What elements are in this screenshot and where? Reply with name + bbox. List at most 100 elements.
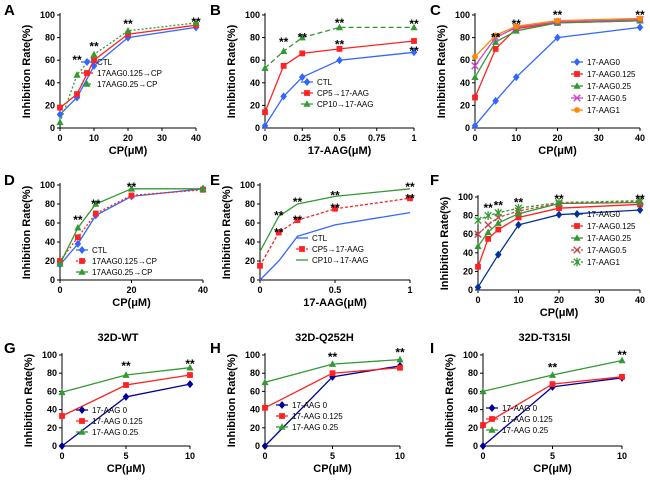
panel-i-series-2 [479, 356, 626, 395]
panel-h-series-2-point [261, 378, 269, 386]
panel-e-significance-mark: ** [293, 195, 303, 209]
panel-e-x-tick-label: 1 [407, 285, 412, 295]
panel-e-y-tick-label: 20 [245, 256, 255, 266]
panel-g-series-1-point [123, 382, 129, 388]
panel-d-y-tick-label: 40 [45, 237, 55, 247]
panel-c-significance-mark: ** [635, 8, 645, 22]
panel-c-x-tick-label: 0 [472, 133, 477, 143]
panel-h-series-1-point [262, 404, 268, 411]
panel-f-series-0-point [474, 283, 482, 292]
panel-e-legend: CTL CP5→17-AAG CP10→17-AAG [296, 234, 368, 265]
panel-i-legend-label: 17-AAG 0 [502, 404, 538, 413]
panel-f-series-2-point [474, 242, 482, 250]
panel-g-legend-label: 17-AAG 0.25 [92, 428, 139, 437]
panel-i-series-0-point [479, 442, 487, 450]
panel-i-series-2-point [548, 371, 557, 378]
panel-d-series-2-point [92, 200, 100, 207]
panel-i-y-tick-label: 80 [468, 368, 478, 378]
panel-c-series-1-point [492, 46, 499, 52]
panel-f-series-4-point [494, 208, 503, 218]
panel-i-legend-marker [488, 426, 496, 433]
panel-f-x-tick-label: 10 [513, 295, 523, 305]
panel-a-x-tick-label: 20 [123, 133, 133, 143]
panel-e-legend-label: CP10→17-AAG [312, 256, 368, 265]
panel-h-series-2-point [396, 355, 404, 363]
panel-f-legend-marker [573, 257, 581, 267]
panel-b-series-1-point [336, 46, 343, 52]
panel-f-series-0 [474, 206, 644, 292]
panel-h: H 32D-Q252H 0 20 40 60 80 100 0 5 10 CP(μM) Inhibiti… [210, 332, 405, 475]
panel-letter-i: I [430, 340, 434, 357]
panel-a-series-2-point [192, 19, 200, 26]
panel-i-series-2-point [479, 387, 487, 395]
panel-d-series-2-point [127, 185, 136, 192]
panel-b: B 0 20 40 60 80 100 0 0.25 0.5 0.75 1 17-AAG(μM) Inhi… [210, 2, 419, 157]
panel-i-series-2-point [618, 356, 626, 364]
panel-d-y-tick-label: 0 [50, 275, 55, 285]
panel-g-y-axis-title: Inhibition Rate(%) [23, 353, 35, 447]
panel-i-y-tick-label: 40 [468, 405, 478, 415]
panel-b-x-tick-label: 0.25 [293, 133, 311, 143]
panel-d-legend: CTL 17AAG0.125→CP 17AAG0.25→CP [76, 246, 157, 277]
panel-letter-b: B [210, 2, 221, 19]
panel-a-y-tick-label: 40 [45, 78, 55, 88]
panel-c-legend: 17-AAG0 17-AAG0.125 17-AAG0.25 17-AAG0.5 17-… [571, 58, 636, 115]
panel-g-legend: 17-AAG 0 17-AAG 0.125 17-AAG 0.25 [76, 406, 143, 437]
panel-c-legend-label: 17-AAG0.125 [587, 70, 636, 79]
panel-h-legend-label: 17-AAG 0.125 [292, 412, 343, 421]
panel-d-y-tick-label: 100 [40, 180, 55, 190]
panel-d-significance-mark: ** [73, 213, 83, 227]
panel-h-y-tick-label: 40 [250, 405, 260, 415]
panel-e-legend-label: CTL [312, 234, 328, 243]
panel-c-series-4-point [513, 23, 520, 30]
panel-a-x-tick-label: 30 [157, 133, 167, 143]
panel-a-series-1-point [125, 31, 131, 38]
panel-h-series-1-point [397, 364, 403, 371]
panel-i-significance-mark: ** [617, 348, 627, 362]
panel-c-y-tick-label: 80 [460, 33, 470, 43]
panel-a-y-tick-label: 80 [45, 33, 55, 43]
panel-b-y-tick-label: 40 [250, 78, 260, 88]
panel-a-legend-label: CTL [97, 58, 113, 67]
panel-f-x-tick-label: 0 [475, 295, 480, 305]
panel-e-x-tick-label: 0.5 [329, 285, 342, 295]
panel-g-significance-mark: ** [121, 359, 131, 373]
panel-b-series-0 [261, 48, 418, 130]
panel-c-x-axis-title: CP(μM) [538, 145, 577, 157]
panel-b-legend: CTL CP5→17-AAG CP10→17-AAG [301, 78, 373, 109]
panel-g-x-tick-label: 5 [123, 451, 128, 461]
panel-a-x-axis-title: CP(μM) [109, 145, 148, 157]
panel-f-legend-marker [574, 223, 580, 229]
panel-f: F 0 20 40 60 80 100 0 10 20 30 40 CP(μM) Inhibition R… [430, 172, 645, 319]
panel-e-x-tick-label: 0 [257, 285, 262, 295]
panel-a-significance-mark: ** [72, 53, 82, 67]
panel-g-series-2 [58, 363, 194, 396]
panel-h-series-2 [261, 355, 404, 386]
panel-letter-e: E [210, 172, 220, 189]
panel-h-y-tick-label: 0 [255, 441, 260, 451]
panel-f-series-4-point [484, 211, 492, 220]
panel-h-series-1-point [329, 370, 336, 377]
panel-g-series-1 [59, 372, 193, 419]
panel-f-series-1-point [475, 263, 481, 270]
panel-i-y-tick-label: 100 [463, 350, 478, 360]
panel-b-y-tick-label: 20 [250, 100, 260, 110]
panel-b-legend-label: CP5→17-AAG [317, 89, 369, 98]
panel-f-series-4-point [555, 198, 563, 207]
panel-letter-c: C [430, 2, 441, 19]
panel-f-significance-mark: ** [514, 196, 524, 210]
panel-h-legend-marker [278, 423, 286, 430]
panel-b-series-1-point [411, 38, 417, 44]
panel-f-series-0-point [636, 206, 644, 215]
panel-e-series-1-point [332, 205, 338, 212]
panel-h-legend-marker [278, 401, 286, 409]
panel-c-series-4-point [472, 53, 478, 60]
panel-g-series-2-point [186, 363, 194, 371]
panel-b-y-axis-title: Inhibition Rate(%) [226, 24, 238, 118]
panel-b-series-0-point [261, 121, 269, 130]
panel-d-significance-mark: ** [127, 180, 137, 194]
panel-f-legend-marker [573, 234, 581, 241]
panel-g-series-0-point [186, 380, 194, 389]
panel-e-x-axis-title: 17-AAG(μM) [303, 297, 367, 309]
